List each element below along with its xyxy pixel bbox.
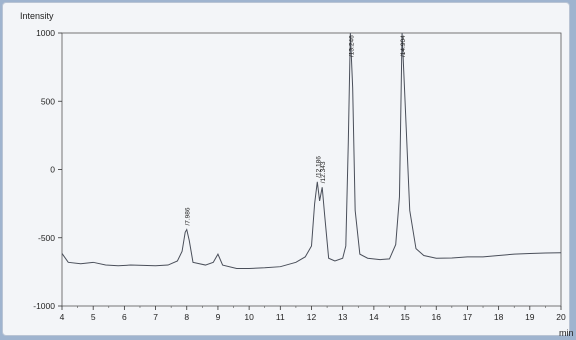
x-tick-label: 15: [400, 312, 410, 322]
x-tick-label: 6: [122, 312, 127, 322]
x-tick-label: 7: [153, 312, 158, 322]
peak-label: /12.186: [315, 156, 322, 178]
x-tick-label: 4: [60, 312, 65, 322]
x-tick-label: 11: [276, 312, 285, 322]
x-tick-label: 12: [307, 312, 317, 322]
peak-label: /12.343: [320, 161, 327, 183]
series-line: [62, 33, 561, 269]
x-tick-label: 19: [525, 312, 535, 322]
x-tick-label: 8: [184, 312, 189, 322]
peak-label: /14.904: [400, 35, 407, 57]
x-tick-label: 9: [216, 312, 221, 322]
peak-label: /7.986: [184, 207, 191, 225]
x-tick-label: 10: [244, 312, 254, 322]
peak-labels: /7.986/12.186/12.343/13.246/14.904: [184, 35, 407, 226]
x-tick-label: 5: [91, 312, 96, 322]
x-tick-label: 13: [338, 312, 348, 322]
y-tick-label: 0: [50, 165, 55, 175]
peak-label: /13.246: [348, 35, 355, 57]
x-tick-label: 16: [432, 312, 442, 322]
x-axis-label: min: [559, 328, 574, 338]
y-tick-label: -1000: [33, 301, 55, 311]
axes: 1000 500 0 -500 -1000 4 5 6 7 8 9 10 11 12 13 14 15 16 17 1…: [33, 28, 566, 322]
chart-frame: [2, 2, 570, 336]
y-tick-label: 1000: [36, 28, 55, 38]
x-tick-label: 14: [369, 312, 379, 322]
x-tick-label: 18: [494, 312, 504, 322]
y-tick-label: -500: [38, 233, 55, 243]
x-tick-label: 20: [556, 312, 566, 322]
y-tick-label: 500: [41, 96, 55, 106]
y-axis-label: Intensity: [20, 11, 54, 21]
plot-area: [62, 33, 561, 269]
x-tick-label: 17: [463, 312, 473, 322]
